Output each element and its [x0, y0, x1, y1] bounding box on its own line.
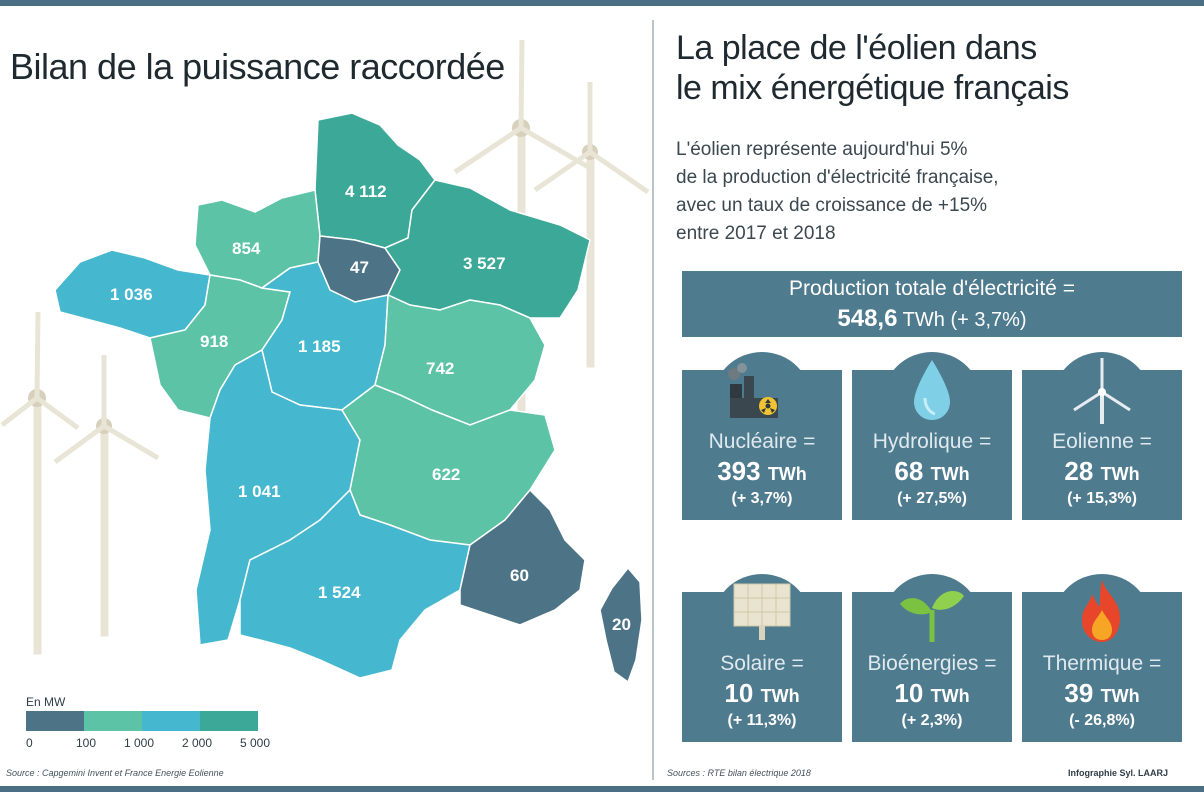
- region-value-bourgogne-franche-comte: 742: [426, 359, 454, 378]
- france-map: 4 112 854 47 3 527 1 036 918 1 185 742 1…: [0, 39, 650, 684]
- region-value-corse: 20: [612, 615, 631, 634]
- infographic-credit: Infographie Syl. LAARJ: [1068, 768, 1169, 778]
- source-change: (+ 27,5%): [897, 490, 967, 507]
- source-value: 28 TWh: [1022, 456, 1182, 487]
- legend-swatch: [26, 711, 84, 731]
- legend-tick: 0: [26, 736, 33, 750]
- top-border: [0, 0, 1204, 6]
- region-value-normandie: 854: [232, 239, 261, 258]
- legend-tick: 1 000: [124, 736, 155, 750]
- legend-swatch: [84, 711, 142, 731]
- source-change: (+ 15,3%): [1067, 490, 1137, 507]
- region-value-hauts-de-france: 4 112: [345, 182, 387, 201]
- source-name: Solaire =: [720, 652, 804, 675]
- source-card-nucleaire: Nucléaire = 393 TWh (+ 3,7%): [682, 352, 842, 520]
- source-name: Eolienne =: [1052, 430, 1152, 453]
- mix-subtitle: L'éolien représente aujourd'hui 5% de la…: [676, 136, 1096, 248]
- nuclear-plant-icon: [728, 363, 778, 418]
- bottom-border: [0, 786, 1204, 792]
- source-name: Thermique =: [1042, 652, 1162, 675]
- source-value-unit: TWh: [930, 464, 970, 484]
- source-change: (+ 11,3%): [727, 712, 797, 729]
- source-name: Bioénergies =: [867, 652, 997, 675]
- region-value-nouvelle-aquitaine: 1 041: [238, 482, 281, 501]
- source-card-bioenergies: Bioénergies = 10 TWh (+ 2,3%): [852, 574, 1012, 742]
- water-drop-icon: [914, 360, 950, 420]
- mix-title-line: le mix énergétique français: [676, 69, 1069, 107]
- total-value-number: 548,6: [837, 305, 898, 332]
- solar-panel-icon: [733, 583, 791, 640]
- source-change: (+ 2,3%): [901, 712, 963, 729]
- total-value-change: (+ 3,7%): [950, 309, 1027, 331]
- total-production-value: 548,6 TWh (+ 3,7%): [682, 305, 1182, 333]
- legend-swatch: [200, 711, 258, 731]
- sprout-icon: [900, 591, 964, 642]
- source-value-unit: TWh: [930, 686, 970, 706]
- legend-color-scale: [26, 711, 258, 731]
- source-name: Hydrolique =: [872, 430, 992, 453]
- source-name: Nucléaire =: [708, 430, 816, 453]
- source-value-unit: TWh: [767, 464, 807, 484]
- mix-subtitle-line: de la production d'électricité française…: [676, 167, 999, 188]
- source-value-unit: TWh: [760, 686, 800, 706]
- region-value-paca: 60: [510, 566, 529, 585]
- legend-tick: 100: [76, 736, 97, 750]
- source-value: 68 TWh: [852, 456, 1012, 487]
- source-change: (+ 3,7%): [731, 490, 793, 507]
- region-value-grand-est: 3 527: [463, 254, 506, 273]
- wind-turbine-icon: [1073, 358, 1131, 424]
- source-value-number: 10: [894, 678, 924, 708]
- source-card-solaire: Solaire = 10 TWh (+ 11,3%): [682, 574, 842, 742]
- region-corse: [599, 566, 643, 684]
- source-value: 393 TWh: [682, 456, 842, 487]
- column-divider: [652, 20, 654, 780]
- source-value-number: 39: [1064, 678, 1094, 708]
- source-value-number: 28: [1064, 456, 1094, 486]
- region-value-centre-val-de-loire: 1 185: [298, 337, 341, 356]
- source-value-number: 68: [894, 456, 924, 486]
- mix-source: Sources : RTE bilan électrique 2018: [667, 768, 811, 778]
- legend-tick: 2 000: [182, 736, 213, 750]
- source-card-hydrolique: Hydrolique = 68 TWh (+ 27,5%): [852, 352, 1012, 520]
- source-value-number: 10: [724, 678, 754, 708]
- mix-subtitle-line: L'éolien représente aujourd'hui 5%: [676, 139, 968, 160]
- mix-title-line: La place de l'éolien dans: [676, 29, 1037, 67]
- mix-subtitle-line: avec un taux de croissance de +15%: [676, 195, 988, 216]
- region-occitanie: [239, 488, 471, 679]
- source-value: 39 TWh: [1022, 678, 1182, 709]
- source-card-eolienne: Eolienne = 28 TWh (+ 15,3%): [1022, 352, 1182, 520]
- total-value-unit: TWh: [902, 309, 945, 331]
- legend-ticks: 0 100 1 000 2 000 5 000: [20, 736, 290, 752]
- source-value-number: 393: [717, 456, 761, 486]
- mix-subtitle-line: entre 2017 et 2018: [676, 223, 836, 244]
- region-value-pays-de-la-loire: 918: [200, 332, 228, 351]
- source-value: 10 TWh: [682, 678, 842, 709]
- legend-title: En MW: [26, 695, 66, 709]
- region-value-auvergne-rhone-alpes: 622: [432, 465, 460, 484]
- source-card-thermique: Thermique = 39 TWh (- 26,8%): [1022, 574, 1182, 742]
- source-change: (- 26,8%): [1069, 712, 1135, 729]
- legend-swatch: [142, 711, 200, 731]
- source-value-unit: TWh: [1100, 464, 1140, 484]
- map-title: Bilan de la puissance raccordée: [10, 46, 505, 87]
- source-value: 10 TWh: [852, 678, 1012, 709]
- total-production-label: Production totale d'électricité =: [789, 277, 1075, 300]
- map-source: Source : Capgemini Invent et France Ener…: [6, 768, 224, 778]
- source-value-unit: TWh: [1100, 686, 1140, 706]
- flame-icon: [1082, 580, 1120, 642]
- mix-title: La place de l'éolien dans le mix énergét…: [676, 28, 1196, 108]
- region-value-bretagne: 1 036: [110, 285, 153, 304]
- region-value-occitanie: 1 524: [318, 583, 361, 602]
- total-production-box: Production totale d'électricité = 548,6 …: [682, 271, 1182, 337]
- region-value-ile-de-france: 47: [350, 258, 369, 277]
- region-paca: [459, 488, 586, 626]
- legend-tick: 5 000: [240, 736, 271, 750]
